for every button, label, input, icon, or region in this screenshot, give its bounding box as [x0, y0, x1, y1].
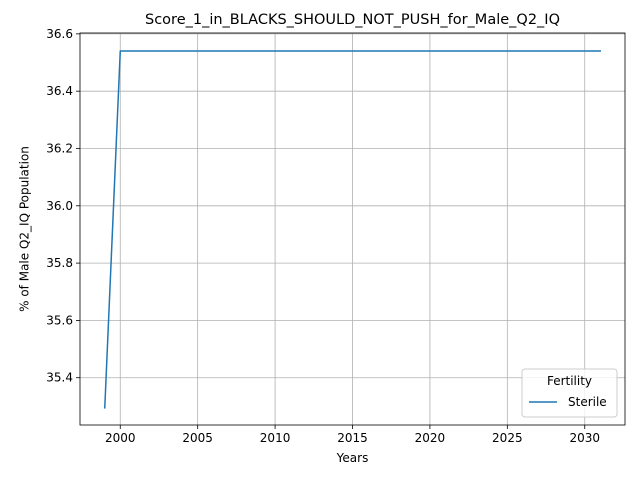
y-tick-label: 36.6	[46, 27, 73, 41]
y-tick-label: 35.8	[46, 256, 73, 270]
y-tick-label: 35.6	[46, 313, 73, 327]
y-axis-label: % of Male Q2_IQ Population	[18, 146, 32, 312]
x-tick-label: 2030	[569, 431, 600, 445]
x-tick-label: 2010	[260, 431, 291, 445]
legend-title: Fertility	[547, 374, 592, 388]
legend-label-sterile: Sterile	[568, 395, 607, 409]
x-tick-label: 2000	[105, 431, 136, 445]
x-tick-label: 2005	[182, 431, 213, 445]
y-tick-label: 36.4	[46, 84, 73, 98]
x-axis-label: Years	[336, 451, 369, 465]
y-tick-label: 36.2	[46, 141, 73, 155]
x-tick-label: 2020	[415, 431, 446, 445]
x-tick-label: 2015	[337, 431, 368, 445]
series-layer	[103, 50, 601, 409]
legend-box	[521, 368, 618, 418]
y-tick-label: 36.0	[46, 199, 73, 213]
legend: Fertility Sterile	[521, 368, 618, 418]
x-tick-label: 2025	[492, 431, 523, 445]
grid	[80, 33, 625, 425]
chart-title: Score_1_in_BLACKS_SHOULD_NOT_PUSH_for_Ma…	[145, 12, 560, 28]
y-tick-label: 35.4	[46, 371, 73, 385]
ticks: 2000 2005 2010 2015 2020 2025 2030 35.4 35.6 35.8…	[46, 27, 600, 445]
series-line-sterile	[103, 50, 601, 409]
